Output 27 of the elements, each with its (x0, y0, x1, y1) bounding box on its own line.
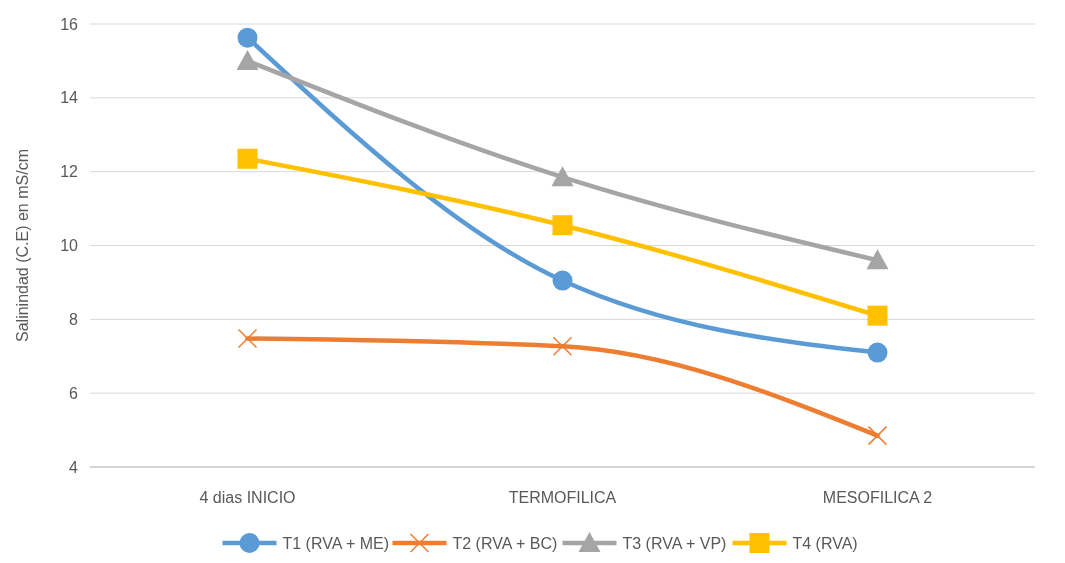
point (866, 249, 889, 270)
point (552, 336, 573, 357)
point (552, 270, 573, 291)
legend-label: T1 (RVA + ME) (282, 534, 390, 552)
point (237, 328, 258, 349)
point (867, 342, 888, 363)
y-tick-label: 10 (60, 237, 79, 255)
y-tick-label: 8 (69, 310, 79, 328)
point (551, 166, 574, 187)
legend-label: T3 (RVA + VP) (622, 534, 727, 552)
y-tick-label: 16 (60, 15, 79, 33)
y-tick-label: 14 (60, 89, 79, 107)
point (237, 148, 258, 169)
point (237, 27, 258, 48)
point (867, 305, 888, 326)
point (552, 215, 573, 236)
x-tick-label: MESOFILICA 2 (822, 489, 933, 506)
legend-label: T4 (RVA) (792, 534, 858, 552)
y-tick-label: 6 (69, 384, 79, 402)
point (236, 49, 259, 70)
point (867, 425, 888, 446)
x-tick-label: TERMOFILICA (508, 489, 617, 506)
x-tick-label: 4 dias INICIO (199, 489, 296, 506)
y-tick-label: 4 (69, 458, 79, 476)
y-tick-label: 12 (60, 163, 79, 181)
legend-label: T2 (RVA + BC) (452, 534, 558, 552)
y-axis-title: Salinindad (C.E) en mS/cm (14, 149, 31, 342)
